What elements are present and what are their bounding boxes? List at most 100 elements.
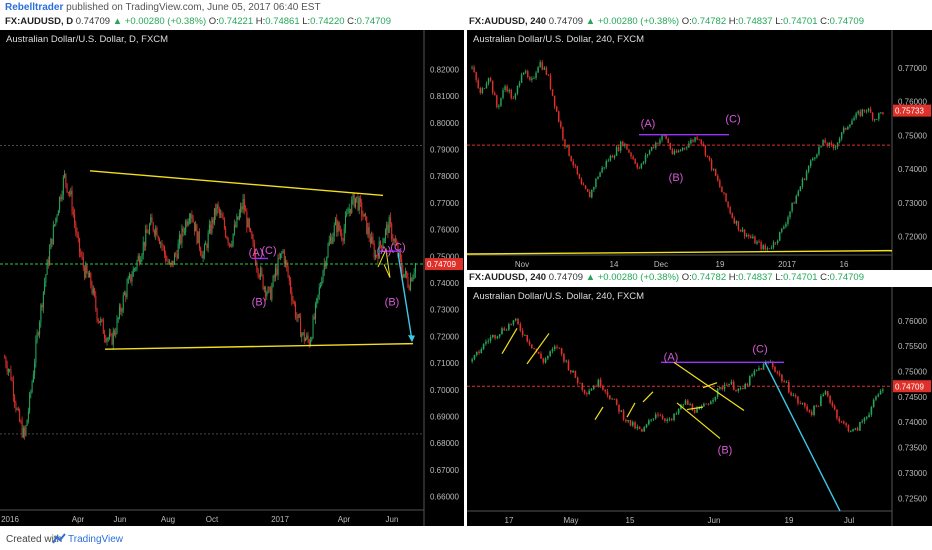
candle-body — [192, 219, 194, 223]
tradingview-brand[interactable]: TradingView — [68, 534, 124, 545]
candle-body — [686, 147, 688, 149]
candle-body — [407, 277, 409, 287]
candle-body — [382, 242, 384, 249]
candle-body — [880, 112, 882, 114]
candle-body — [157, 236, 159, 240]
author-link[interactable]: Rebelltrader — [5, 2, 64, 13]
candle-body — [236, 216, 238, 227]
candle-body — [168, 262, 170, 264]
candle-body — [592, 386, 595, 390]
candle-body — [606, 391, 609, 396]
candle-body — [305, 338, 307, 342]
candle-body — [161, 242, 163, 247]
candle-body — [333, 225, 335, 237]
candle-body — [865, 110, 868, 112]
price-tick-label: 0.76000 — [898, 98, 927, 107]
time-tick-label: Jun — [114, 515, 127, 524]
candle-body — [714, 168, 717, 176]
candle-body — [755, 369, 758, 371]
trend-line-lower — [104, 342, 414, 350]
price-tick-label: 0.69000 — [430, 413, 459, 422]
high-value: 0.74837 — [738, 16, 773, 27]
candle-body — [86, 265, 88, 273]
candle-body — [838, 418, 841, 422]
candle-body — [6, 365, 8, 372]
wave-label-c: (C) — [390, 241, 405, 253]
symbol-name: FX:AUDUSD, 240 — [469, 272, 547, 283]
candle-body — [217, 204, 219, 209]
candle-body — [517, 318, 519, 325]
candle-body — [55, 217, 57, 225]
symbol-line-daily: FX:AUDUSD, D 0.74709 ▲ +0.00280 (+0.38%)… — [5, 16, 391, 27]
candle-body — [383, 238, 385, 243]
time-tick-label: Jul — [844, 516, 854, 525]
candle-body — [291, 291, 293, 301]
chart-panel-daily[interactable]: 0.82000 0.81000 0.80000 0.79000 0.78000 0.770… — [0, 30, 464, 526]
candle-body — [281, 252, 283, 254]
candle-body — [411, 278, 413, 282]
chart-panel-h4-top[interactable]: 0.77000 0.76000 0.75000 0.74000 0.73000 0.720… — [467, 30, 932, 270]
candle-body — [665, 134, 667, 139]
candle-body — [371, 236, 373, 244]
candle-body — [105, 337, 107, 342]
candle-body — [282, 250, 284, 253]
chart-svg-h4-top[interactable]: 0.77000 0.76000 0.75000 0.74000 0.73000 0.720… — [467, 30, 932, 270]
candle-body — [565, 360, 568, 362]
candle-body — [748, 234, 750, 237]
pattern-lines — [377, 247, 391, 278]
candle-body — [374, 254, 376, 258]
candle-body — [726, 384, 728, 386]
swing-line — [594, 406, 604, 421]
candle-body — [367, 227, 369, 234]
candle-body — [753, 370, 756, 375]
candle-body — [737, 221, 740, 230]
candle-body — [540, 353, 542, 359]
price-tick-label: 0.76000 — [898, 317, 927, 326]
candle-body — [510, 89, 512, 99]
trend-line-upper — [89, 170, 384, 197]
candle-body — [301, 333, 303, 338]
candle-body — [857, 111, 859, 114]
price-tick-label: 0.66000 — [430, 493, 459, 502]
change-value: ▲ +0.00280 (+0.38%) — [112, 16, 207, 27]
candle-body — [847, 126, 849, 130]
candle-body — [847, 425, 850, 432]
candle-body — [582, 184, 585, 186]
candle-body — [629, 419, 632, 426]
candle-body — [641, 428, 643, 432]
time-tick-label: Jun — [386, 515, 399, 524]
candle-body — [723, 384, 726, 390]
projection-arrow — [397, 252, 413, 341]
candle-body — [817, 405, 820, 407]
wave-label-b: (B) — [252, 297, 267, 309]
candle-body — [91, 284, 93, 294]
candle-body — [630, 152, 632, 157]
candle-body — [758, 368, 760, 370]
candle-body — [61, 194, 63, 200]
candle-body — [599, 172, 601, 177]
projection-line — [764, 362, 841, 512]
chart-svg-daily[interactable]: 0.82000 0.81000 0.80000 0.79000 0.78000 0.770… — [0, 30, 464, 526]
candle-body — [102, 319, 104, 334]
candle-body — [160, 242, 162, 244]
candle-body — [149, 224, 151, 234]
price-tick-label: 0.74000 — [898, 165, 927, 174]
price-tick-label: 0.72000 — [898, 232, 927, 241]
candle-body — [797, 396, 799, 404]
candle-body — [812, 158, 814, 161]
time-tick-label: May — [563, 516, 578, 525]
candle-body — [806, 406, 808, 411]
candle-body — [315, 304, 317, 319]
symbol-line-h4-bottom: FX:AUDUSD, 240 0.74709 ▲ +0.00280 (+0.38… — [469, 272, 864, 283]
candle-body — [681, 147, 684, 151]
candle-body — [9, 369, 11, 371]
chart-title: Australian Dollar/U.S. Dollar, D, FXCM — [6, 34, 169, 45]
candle-body — [785, 223, 787, 227]
candle-body — [369, 237, 371, 244]
high-value: 0.74861 — [265, 16, 300, 27]
chart-svg-h4-bottom[interactable]: 0.76000 0.75500 0.75000 0.74500 0.74000 0.735… — [467, 287, 932, 526]
chart-panel-h4-bottom[interactable]: 0.76000 0.75500 0.75000 0.74500 0.74000 0.735… — [467, 287, 932, 526]
high-value: 0.74837 — [738, 272, 773, 283]
candle-body — [533, 77, 535, 79]
candle-body — [162, 246, 164, 247]
